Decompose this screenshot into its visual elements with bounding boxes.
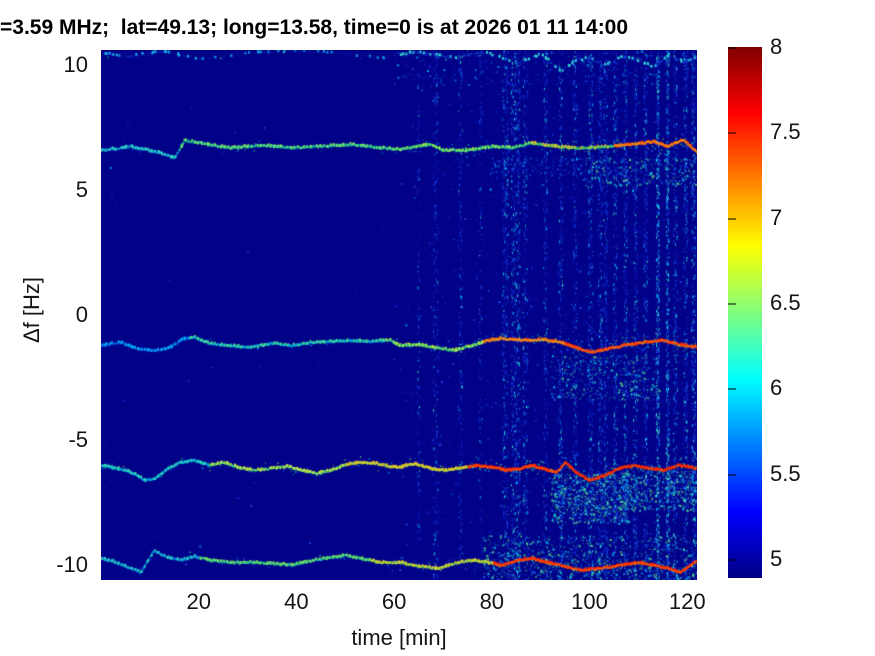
x-tick-label: 40	[284, 589, 309, 614]
colorbar-tick-mark	[728, 388, 736, 391]
chart-title: =3.59 MHz; lat=49.13; long=13.58, time=0…	[0, 16, 629, 39]
colorbar-tick-label: 6	[770, 375, 783, 401]
colorbar-tick-mark	[728, 217, 736, 220]
colorbar-tick-label: 7.5	[770, 119, 801, 145]
y-tick-label: 10	[63, 52, 88, 77]
colorbar-tick-mark	[728, 47, 736, 49]
x-tick-label: 80	[479, 589, 505, 614]
x-axis-label: time [min]	[351, 625, 447, 650]
y-tick-label: 0	[75, 302, 88, 327]
colorbar	[728, 47, 762, 578]
colorbar-tick-label: 7	[770, 204, 783, 230]
y-tick-label: 5	[75, 177, 88, 202]
x-tick-label: 60	[381, 589, 407, 614]
x-tick-label: 120	[668, 589, 706, 614]
colorbar-tick-mark	[728, 132, 736, 135]
colorbar-tick-label: 8	[770, 34, 783, 59]
spectrogram-plot[interactable]	[101, 50, 697, 580]
colorbar-tick-mark	[728, 303, 736, 306]
y-tick-label: -10	[56, 552, 88, 577]
colorbar-tick-mark	[728, 473, 736, 476]
colorbar-tick-label: 6.5	[770, 290, 801, 316]
x-tick-label: 20	[186, 589, 211, 614]
colorbar-tick-label: 5	[770, 546, 783, 572]
x-tick-label: 100	[571, 589, 608, 614]
y-tick-label: -5	[68, 427, 88, 452]
colorbar-tick-label: 5.5	[770, 460, 801, 486]
colorbar-tick-mark	[728, 559, 736, 562]
